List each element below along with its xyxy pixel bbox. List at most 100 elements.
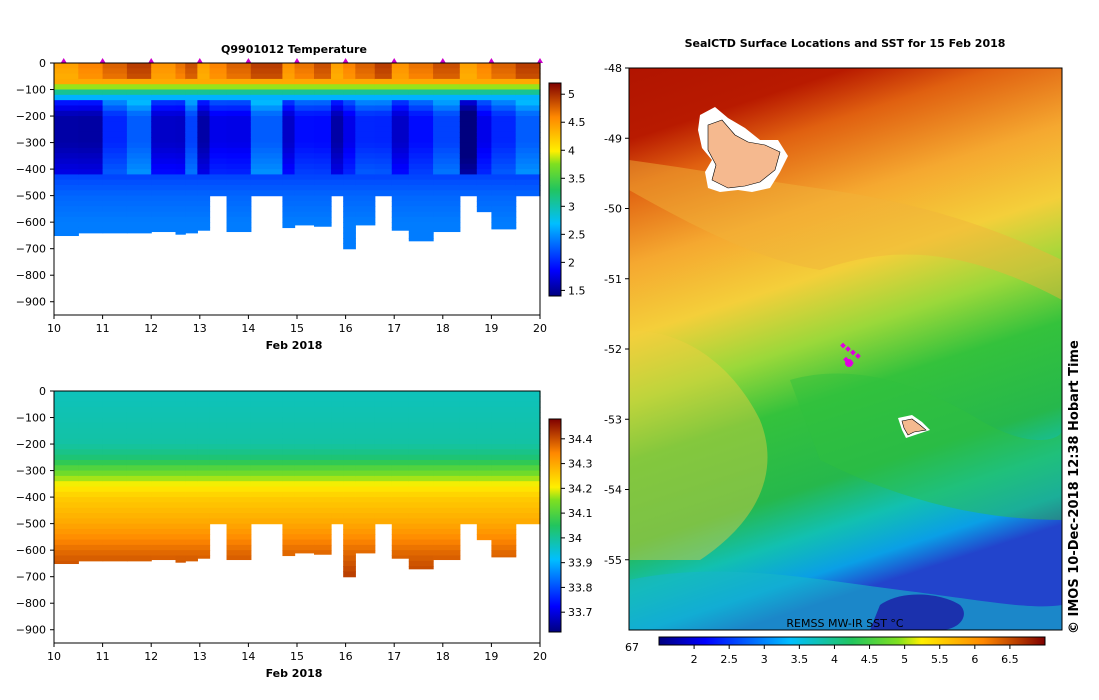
profile-cell	[226, 185, 252, 191]
profile-cell	[175, 470, 186, 477]
profile-cell	[355, 544, 376, 551]
profile-cell	[126, 502, 152, 509]
x-tick-label: 13	[193, 322, 207, 335]
profile-cell	[209, 158, 228, 165]
profile-cell	[408, 211, 434, 218]
profile-cell	[175, 401, 186, 408]
profile-cell	[294, 206, 315, 213]
profile-cell	[408, 206, 434, 213]
profile-cell	[294, 89, 315, 96]
profile-cell	[126, 497, 152, 504]
profile-cell	[343, 211, 356, 218]
profile-cell	[391, 396, 410, 403]
profile-cell	[151, 528, 177, 535]
profile-cell	[151, 63, 177, 69]
profile-cell	[226, 513, 252, 519]
profile-cell	[151, 396, 177, 403]
profile-cell	[226, 528, 252, 535]
profile-cell	[197, 153, 211, 160]
profile-cell	[175, 78, 186, 85]
profile-cell	[54, 100, 79, 107]
profile-cell	[433, 131, 461, 138]
profile-cell	[408, 396, 434, 403]
profile-cell	[185, 227, 198, 234]
profile-cell	[185, 211, 198, 218]
y-tick-label: 0	[39, 385, 46, 398]
profile-cell	[185, 449, 198, 456]
colorbar-tick-label: 33.7	[568, 606, 593, 619]
profile-cell	[433, 185, 461, 191]
profile-cell	[391, 465, 410, 472]
profile-cell	[151, 534, 177, 541]
profile-cell	[282, 502, 296, 509]
profile-cell	[391, 502, 410, 509]
x-tick-label: 18	[436, 650, 450, 663]
profile-cell	[515, 78, 541, 85]
profile-cell	[126, 200, 152, 207]
profile-cell	[294, 84, 315, 91]
profile-cell	[126, 396, 152, 403]
profile-cell	[294, 110, 315, 117]
profile-cell	[374, 507, 393, 514]
profile-cell	[408, 195, 434, 202]
profile-cell	[331, 121, 344, 128]
profile-cell	[331, 185, 344, 191]
profile-cell	[491, 84, 517, 91]
profile-cell	[102, 412, 128, 419]
profile-cell	[294, 391, 315, 397]
profile-cell	[126, 121, 152, 128]
profile-cell	[355, 528, 376, 535]
profile-cell	[250, 513, 284, 519]
profile-cell	[374, 396, 393, 403]
profile-cell	[433, 179, 461, 186]
profile-cell	[294, 222, 315, 226]
profile-cell	[226, 401, 252, 408]
profile-cell	[226, 518, 252, 525]
profile-cell	[126, 63, 152, 69]
profile-cell	[54, 121, 79, 128]
profile-cell	[355, 153, 376, 160]
profile-cell	[209, 73, 228, 80]
profile-cell	[126, 68, 152, 75]
profile-cell	[314, 406, 332, 413]
profile-cell	[408, 116, 434, 122]
profile-cell	[78, 105, 104, 112]
profile-cell	[476, 78, 492, 85]
profile-cell	[294, 179, 315, 186]
profile-cell	[459, 185, 478, 191]
profile-cell	[331, 481, 344, 488]
sst-map-title: SealCTD Surface Locations and SST for 15…	[685, 37, 1006, 50]
profile-cell	[491, 190, 517, 197]
yellow-plume	[629, 330, 768, 560]
profile-cell	[408, 433, 434, 440]
profile-cell	[197, 502, 211, 509]
profile-cell	[282, 454, 296, 461]
profile-cell	[175, 232, 186, 235]
profile-cell	[282, 422, 296, 429]
profile-cell	[102, 391, 128, 397]
profile-cell	[250, 78, 284, 85]
profile-cell	[78, 428, 104, 435]
profile-cell	[282, 513, 296, 519]
profile-cell	[175, 142, 186, 149]
profile-cell	[282, 78, 296, 85]
profile-cell	[314, 491, 332, 498]
sst-map-y-axis: -48-49-50-51-52-53-54-55	[604, 62, 629, 567]
profile-cell	[294, 105, 315, 112]
profile-cell	[491, 126, 517, 133]
profile-cell	[491, 179, 517, 186]
profile-cell	[294, 211, 315, 218]
profile-cell	[151, 523, 177, 530]
profile-cell	[433, 84, 461, 91]
profile-cell	[102, 126, 128, 133]
profile-cell	[185, 502, 198, 509]
profile-cell	[175, 465, 186, 472]
profile-cell	[78, 94, 104, 101]
seal-location	[855, 353, 861, 359]
profile-cell	[459, 78, 478, 85]
profile-cell	[343, 63, 356, 69]
profile-cell	[314, 513, 332, 519]
profile-cell	[197, 100, 211, 107]
profile-cell	[226, 105, 252, 112]
profile-cell	[175, 116, 186, 122]
